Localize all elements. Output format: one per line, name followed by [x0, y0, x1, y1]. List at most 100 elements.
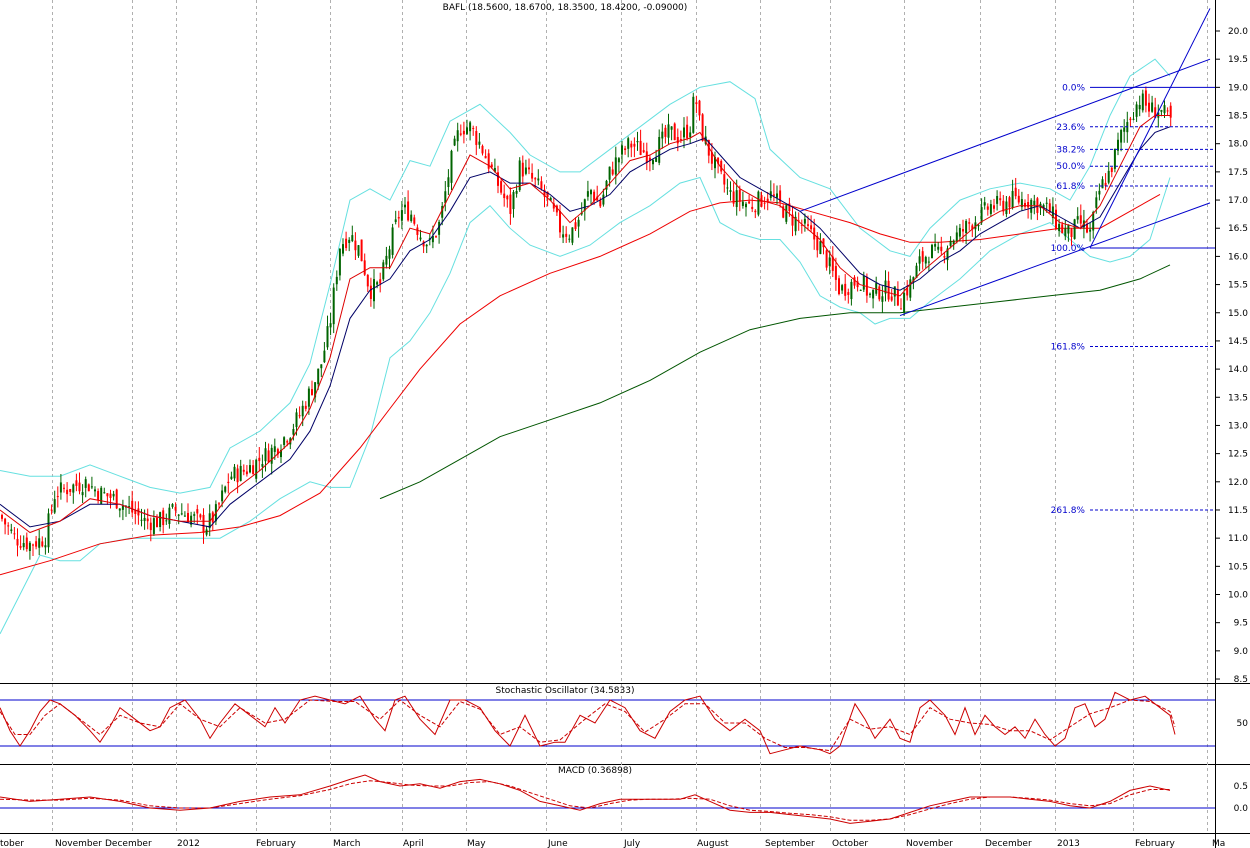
fib-label: 100.0%: [1051, 244, 1086, 254]
candle-body: [834, 266, 837, 280]
candle-body: [776, 193, 778, 198]
y-tick-label: 12.0: [1228, 478, 1248, 488]
candle-body: [633, 143, 636, 147]
candle-body: [624, 148, 627, 151]
candle-body: [782, 206, 785, 218]
candle-body: [69, 488, 72, 492]
candle-body: [602, 194, 605, 205]
candle-body: [611, 169, 614, 175]
candle-body: [261, 464, 264, 467]
candle-body: [348, 239, 351, 243]
candle-body: [230, 476, 233, 479]
candle-body: [528, 167, 530, 170]
candle-body: [236, 468, 239, 483]
fib-label: 161.8%: [1051, 343, 1086, 353]
candle-body: [906, 288, 909, 296]
candle-body: [311, 389, 313, 395]
bollinger-upper: [0, 58, 1171, 494]
candle-body: [484, 156, 487, 159]
y-tick-label: 9.0: [1234, 647, 1249, 657]
candle-body: [487, 153, 490, 169]
candle-body: [1051, 206, 1054, 219]
candle-body: [537, 178, 540, 181]
candle-body: [689, 132, 692, 138]
candle-body: [329, 323, 332, 328]
candle-body: [875, 283, 878, 294]
candle-body: [497, 172, 499, 186]
candle-body: [1011, 190, 1014, 208]
candle-body: [407, 201, 410, 221]
candle-body: [785, 205, 788, 222]
candle-body: [180, 513, 183, 515]
macd-signal: [0, 780, 1170, 821]
candle-body: [90, 486, 93, 488]
candle-body: [165, 520, 168, 522]
candle-body: [757, 191, 760, 215]
y-tick-label: 10.5: [1228, 562, 1248, 572]
candle-body: [943, 256, 946, 258]
moving-average-short: [0, 126, 1171, 528]
candle-body: [720, 160, 723, 172]
candle-body: [1070, 229, 1073, 238]
candle-body: [1024, 203, 1026, 207]
candle-body: [1, 514, 3, 519]
candle-body: [63, 487, 65, 489]
y-tick-label: 15.0: [1228, 309, 1248, 319]
candle-body: [335, 276, 338, 285]
candle-body: [1101, 179, 1104, 189]
candle-body: [686, 124, 689, 139]
candle-body: [50, 509, 53, 511]
candle-body: [35, 541, 38, 547]
candle-body: [754, 210, 757, 213]
candle-body: [841, 285, 844, 291]
candle-body: [844, 283, 847, 296]
candle-body: [41, 541, 44, 547]
candle-body: [369, 285, 372, 299]
candle-body: [940, 246, 943, 252]
fib-label: 61.8%: [1056, 182, 1085, 192]
candle-body: [962, 229, 964, 232]
candle-body: [949, 240, 952, 246]
candle-body: [515, 190, 518, 194]
x-tick-label: November: [906, 839, 953, 848]
candle-body: [270, 447, 273, 464]
candle-body: [648, 157, 651, 162]
candle-body: [218, 503, 220, 505]
candle-body: [986, 206, 989, 210]
candle-body: [345, 238, 348, 249]
candle-body: [993, 205, 995, 209]
candle-body: [1045, 202, 1048, 204]
macd-title: MACD (0.36898): [558, 766, 632, 776]
candle-body: [813, 227, 816, 240]
candle-body: [137, 508, 140, 516]
x-tick-label: July: [623, 839, 641, 848]
candle-body: [462, 130, 465, 135]
candle-body: [354, 240, 357, 251]
candle-body: [887, 280, 890, 300]
y-tick-label: 17.0: [1228, 196, 1248, 206]
candle-body: [599, 200, 602, 207]
candle-body: [106, 493, 109, 497]
x-tick-label: November: [55, 839, 102, 848]
candle-body: [490, 164, 493, 168]
candle-body: [249, 465, 251, 473]
candle-body: [577, 219, 580, 227]
macd-tick-label: 0.0: [1234, 804, 1249, 814]
candle-body: [128, 506, 131, 508]
candle-body: [571, 227, 574, 243]
candle-body: [25, 537, 28, 550]
candle-body: [388, 249, 391, 259]
candle-body: [168, 507, 171, 524]
candle-body: [1020, 199, 1023, 208]
candle-body: [441, 205, 444, 218]
candle-body: [1166, 110, 1169, 112]
candle-body: [735, 190, 738, 208]
candle-body: [469, 122, 472, 132]
candle-body: [583, 199, 586, 211]
candle-body: [1110, 167, 1113, 173]
candle-body: [714, 157, 716, 169]
x-tick-label: 2012: [177, 839, 200, 848]
candle-body: [1058, 224, 1061, 232]
candle-body: [717, 157, 720, 164]
candle-body: [97, 491, 100, 501]
